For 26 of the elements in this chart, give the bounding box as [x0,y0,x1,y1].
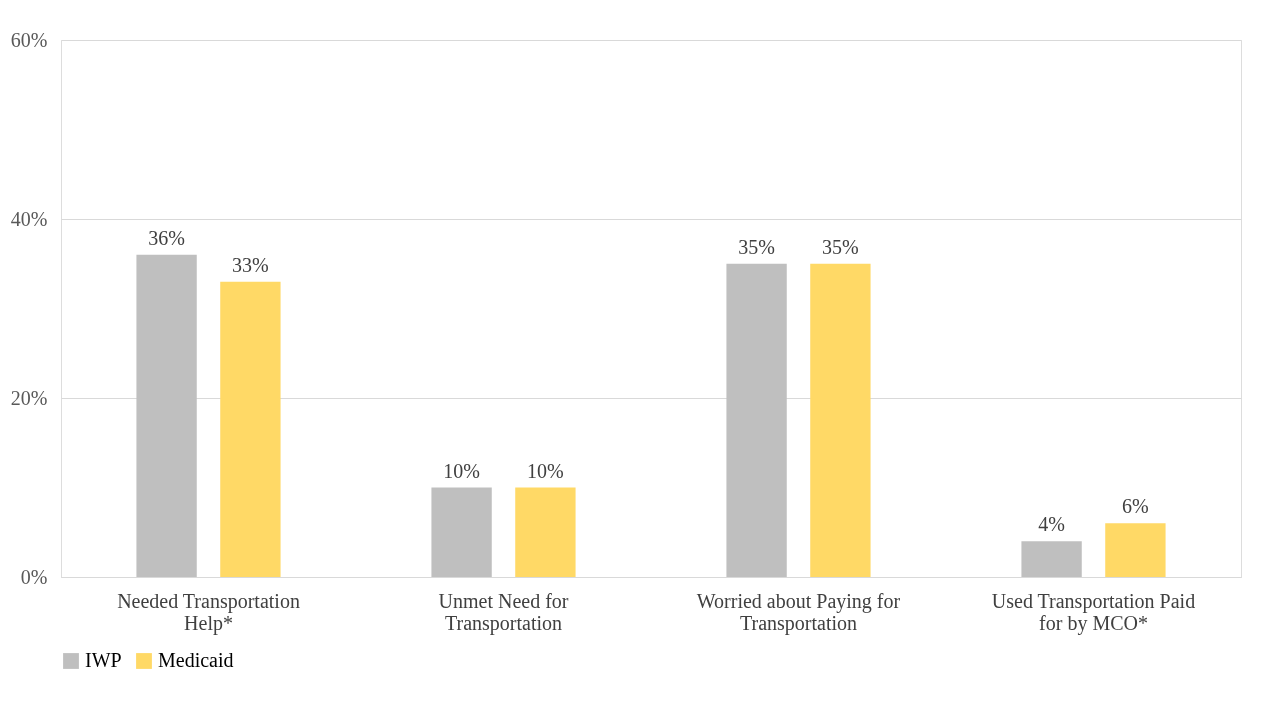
x-tick-label: Unmet Need for Transportation [438,589,569,635]
bar [1021,541,1082,577]
bar [726,263,787,577]
bar [1105,523,1166,577]
data-label: 6% [1122,495,1149,518]
bar [136,254,197,577]
data-label: 35% [822,235,859,258]
bar [515,487,576,577]
y-tick-label: 0% [20,565,48,588]
legend-label: IWP [85,649,122,671]
bar [220,281,281,577]
y-tick-label: 60% [10,28,48,51]
x-tick-label: Used Transportation Paid for by MCO* [991,589,1196,635]
data-label: 10% [527,459,564,482]
data-label: 10% [443,459,480,482]
bar [431,487,492,577]
y-tick-label: 40% [10,207,48,230]
legend-label: Medicaid [158,649,234,671]
bar [810,263,871,577]
data-label: 33% [232,253,269,276]
data-label: 4% [1038,513,1065,536]
x-tick-label: Needed Transportation Help* [117,589,300,635]
x-tick-label: Worried about Paying for Transportation [696,589,901,635]
data-label: 35% [738,235,775,258]
data-label: 36% [148,226,185,249]
y-tick-label: 20% [10,386,48,409]
